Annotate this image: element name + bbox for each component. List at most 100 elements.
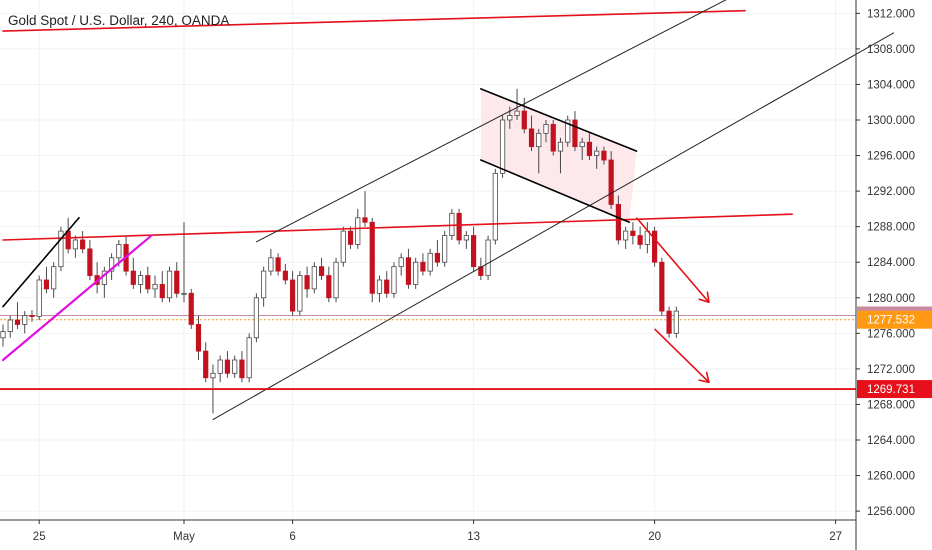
- candle-bull: [427, 252, 433, 272]
- candle-bear: [550, 124, 556, 152]
- candle-bear: [29, 315, 35, 317]
- price-axis[interactable]: 1256.000 1260.000 1264.000 1268.000 1272.000…: [855, 0, 915, 550]
- candle-bear: [666, 310, 672, 334]
- channel-lower-line: [212, 32, 895, 421]
- candle-bear: [347, 230, 354, 245]
- candle-bull: [51, 266, 57, 290]
- candle-bull: [442, 235, 448, 263]
- candle-bull: [536, 132, 542, 148]
- channel-upper-line: [255, 0, 727, 243]
- candle-bull: [72, 239, 78, 250]
- price-tick-label: 1272.000: [867, 364, 915, 376]
- candle-bear: [275, 257, 281, 272]
- time-tick-label: 6: [289, 531, 295, 543]
- candle-bull: [246, 337, 252, 379]
- candle-bear: [362, 217, 368, 223]
- candle-bull: [253, 297, 259, 339]
- price-tick-label: 1268.000: [867, 399, 915, 411]
- candle-bear: [659, 261, 665, 312]
- price-tick-label: 1264.000: [867, 435, 915, 447]
- candle-bull: [449, 212, 455, 236]
- candle-bear: [434, 252, 441, 263]
- candle-bull: [340, 230, 346, 263]
- price-badge: [857, 310, 932, 329]
- candle-bull: [594, 150, 600, 156]
- candle-bear: [478, 266, 484, 276]
- price-tick-label: 1276.000: [867, 328, 915, 340]
- candle-bear: [470, 235, 477, 268]
- candle-bull: [0, 331, 6, 339]
- candle-bull: [152, 284, 158, 290]
- candle-bull: [109, 257, 115, 272]
- candle-bear: [521, 110, 527, 130]
- candle-bull: [36, 279, 42, 317]
- candle-bear: [203, 350, 209, 379]
- candle-bull: [463, 235, 469, 241]
- candle-bull: [232, 359, 238, 374]
- candle-bear: [159, 284, 165, 299]
- candle-bear: [130, 270, 136, 285]
- candle-bear: [528, 128, 535, 148]
- candle-bear: [608, 159, 614, 205]
- candle-bull: [398, 257, 404, 268]
- candle-bull: [623, 230, 629, 241]
- candle-bear: [572, 119, 578, 148]
- candle-bear: [652, 230, 658, 263]
- candle-bull: [268, 257, 274, 272]
- price-tick-label: 1304.000: [867, 79, 915, 91]
- candle-bull: [514, 110, 520, 116]
- resistance-line-top: [2, 9, 746, 32]
- candle-bull: [355, 217, 361, 245]
- price-tick-label: 1284.000: [867, 257, 915, 269]
- axis-corner: [857, 520, 932, 550]
- candle-bull: [565, 119, 571, 143]
- price-tick-label: 1280.000: [867, 293, 915, 305]
- candle-bear: [304, 275, 310, 290]
- candle-bear: [289, 279, 296, 312]
- annotations-front[interactable]: [0, 0, 895, 421]
- flag-lower-line: [480, 159, 631, 224]
- candle-bear: [420, 261, 426, 272]
- time-tick-label: 20: [648, 531, 661, 543]
- candle-bull: [297, 275, 303, 312]
- candle-bull: [181, 292, 187, 295]
- price-badge: [857, 380, 932, 399]
- candle-bull: [507, 115, 513, 121]
- price-tick-label: 1308.000: [867, 44, 915, 56]
- candle-bull: [7, 319, 13, 332]
- candle-bear: [326, 275, 332, 299]
- candle-bear: [80, 239, 86, 250]
- price-tick-label: 1292.000: [867, 186, 915, 198]
- candle-bull: [485, 239, 491, 276]
- candle-bull: [376, 279, 383, 294]
- price-tick-label: 1256.000: [867, 506, 915, 518]
- candle-bear: [615, 204, 622, 241]
- time-tick-label: 27: [829, 531, 842, 543]
- candle-bull: [137, 275, 144, 285]
- time-tick-label: May: [173, 531, 195, 543]
- candle-bull: [543, 124, 549, 134]
- candle-bear: [456, 212, 462, 241]
- candle-bear: [630, 230, 636, 236]
- candle-bull: [579, 141, 585, 148]
- flag-upper-line: [480, 88, 638, 152]
- candle-bull: [58, 230, 64, 268]
- forecast-arrow-2-head: [705, 371, 710, 384]
- candle-bear: [601, 150, 607, 161]
- forecast-arrow-2-shaft: [654, 328, 710, 383]
- time-tick-label: 13: [467, 531, 480, 543]
- candle-bull: [492, 172, 498, 241]
- candle-bear: [87, 248, 93, 276]
- candle-bull: [217, 359, 223, 374]
- candle-bear: [637, 235, 643, 245]
- price-tick-label: 1288.000: [867, 222, 915, 234]
- candle-bear: [14, 319, 21, 325]
- time-axis[interactable]: 25 May 6 13 20 27: [0, 519, 932, 550]
- trend-line-magenta: [1, 234, 153, 362]
- grid-lines: [0, 0, 856, 520]
- candle-bear: [384, 279, 390, 294]
- candle-bear: [318, 266, 325, 276]
- candle-bull: [391, 266, 397, 294]
